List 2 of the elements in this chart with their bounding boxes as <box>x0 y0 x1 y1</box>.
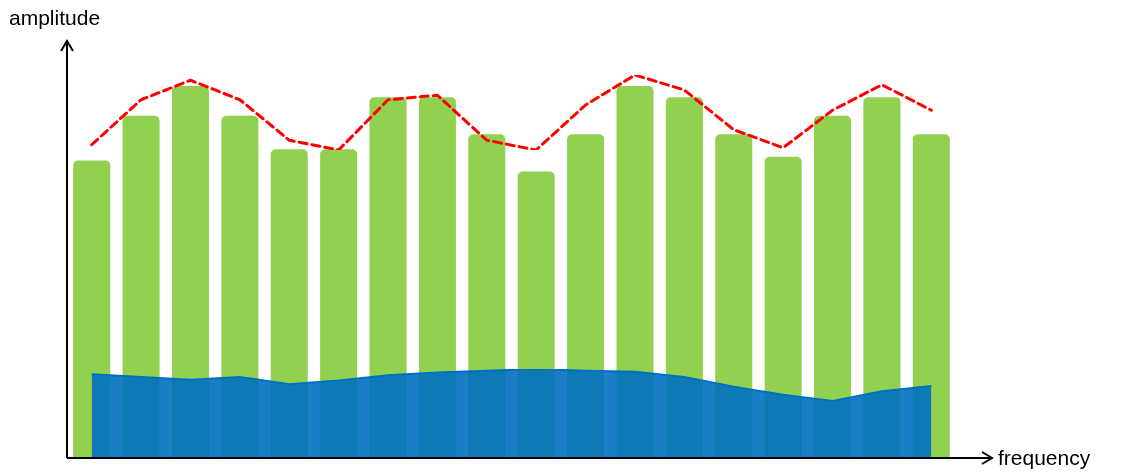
x-axis-title: frequency <box>998 446 1091 470</box>
y-axis-title: amplitude <box>9 6 101 30</box>
